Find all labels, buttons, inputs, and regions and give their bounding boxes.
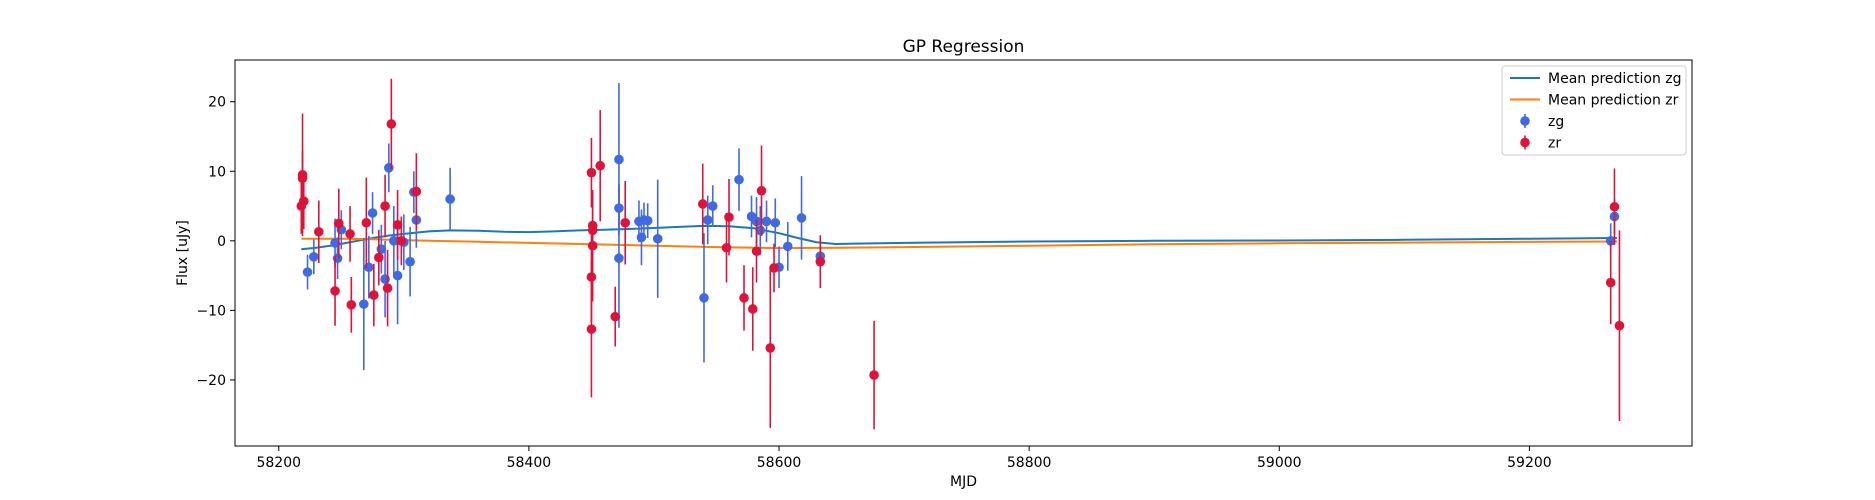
data-point-zg (734, 174, 744, 185)
data-point-zr (721, 242, 732, 253)
data-point-zr (1605, 277, 1616, 288)
data-point-zr (334, 218, 344, 229)
data-point-zr (396, 236, 407, 246)
data-point-zr (313, 226, 324, 237)
data-point-zr (595, 160, 605, 171)
data-point-zr (587, 225, 598, 236)
data-point-zg (376, 244, 387, 254)
data-point-zr (380, 201, 390, 211)
legend-label: zr (1548, 136, 1561, 152)
legend-label: Mean prediction zr (1548, 93, 1679, 109)
data-point-zr (586, 167, 597, 178)
data-point-zg (614, 154, 624, 165)
data-point-zr (346, 300, 357, 310)
data-point-zg (445, 194, 455, 204)
data-point-zg (782, 241, 793, 252)
chart-title: GP Regression (903, 37, 1025, 57)
y-tick-label: −20 (196, 373, 226, 389)
data-point-zg (755, 225, 766, 236)
data-point-zr (724, 212, 734, 222)
y-tick-label: 0 (217, 234, 226, 250)
y-axis-label: Flux [uJy] (175, 220, 191, 286)
legend-marker-swatch (1520, 137, 1530, 148)
data-point-zr (815, 256, 826, 267)
data-point-zg (702, 215, 713, 225)
data-point-zr (361, 217, 372, 228)
data-point-zg (302, 267, 313, 277)
data-point-zg (699, 293, 709, 303)
data-point-zr (374, 252, 384, 263)
y-tick-label: 20 (208, 95, 226, 111)
plot-frame (234, 59, 1693, 447)
data-point-zg (614, 203, 624, 213)
data-point-zg (636, 232, 647, 243)
data-point-zr (869, 370, 879, 380)
data-point-zr (297, 173, 308, 184)
data-point-zg (405, 256, 415, 267)
x-axis: 58200 58400 58600 58800 59000 59200 (256, 446, 1552, 471)
x-tick-label: 58600 (757, 455, 802, 471)
data-point-zr (382, 283, 393, 293)
data-point-zr (739, 293, 749, 303)
x-axis-label: MJD (950, 474, 977, 490)
data-point-zg (308, 252, 319, 262)
legend-label: zg (1548, 114, 1564, 130)
y-axis: −20 −10 0 10 20 (196, 95, 235, 389)
data-point-zg (359, 299, 369, 309)
data-point-zg (796, 213, 807, 223)
data-point-zr (620, 217, 631, 228)
data-point-zr (392, 220, 403, 230)
data-point-zg (330, 238, 340, 248)
data-point-zr (765, 343, 776, 353)
legend-marker-swatch (1520, 116, 1530, 126)
x-tick-label: 58800 (1007, 455, 1052, 471)
data-point-zg (367, 208, 378, 218)
data-point-zg (770, 217, 781, 228)
data-point-zr (330, 286, 340, 296)
data-point-zr (586, 324, 597, 334)
x-tick-label: 59200 (1507, 455, 1552, 471)
plot-clip-group (296, 78, 1625, 430)
data-point-zg (380, 274, 390, 284)
data-point-zg (364, 262, 374, 273)
data-point-zr (747, 304, 758, 314)
data-point-zg (652, 233, 663, 244)
data-point-zr (1614, 320, 1625, 331)
data-point-zg (614, 253, 624, 264)
x-tick-label: 58200 (256, 455, 301, 471)
data-point-zr (697, 199, 708, 209)
legend: Mean prediction zg Mean prediction zr zg zr (1501, 65, 1687, 156)
x-tick-label: 59000 (1257, 455, 1302, 471)
data-point-zr (345, 229, 355, 239)
y-tick-label: 10 (208, 164, 226, 180)
data-point-zr (769, 263, 779, 273)
data-point-zg (332, 253, 343, 264)
legend-box (1501, 65, 1687, 156)
data-point-zr (1609, 201, 1620, 212)
data-point-zg (384, 163, 394, 173)
data-point-zr (298, 196, 309, 206)
data-point-zg (761, 216, 772, 227)
data-point-zr (756, 185, 767, 196)
data-point-zr (411, 186, 422, 197)
data-point-zg (389, 236, 399, 246)
data-point-zg (707, 201, 718, 211)
data-point-zr (586, 272, 597, 282)
y-tick-label: −10 (196, 303, 226, 319)
data-point-zr (587, 240, 598, 251)
legend-label: Mean prediction zg (1548, 71, 1682, 87)
data-point-zr (751, 246, 762, 257)
data-point-zr (386, 119, 397, 129)
data-point-zr (369, 290, 379, 300)
data-point-zr (610, 311, 620, 322)
x-tick-label: 58400 (507, 455, 552, 471)
plot-area (235, 60, 1692, 446)
data-point-zg (392, 270, 403, 281)
data-point-zg (642, 215, 653, 226)
